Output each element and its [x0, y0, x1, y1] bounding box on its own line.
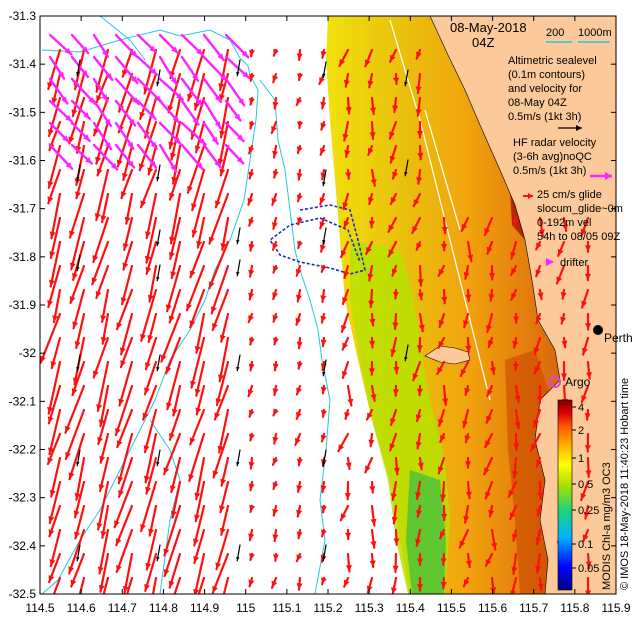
legend-hf-line-1: HF radar velocity [513, 137, 597, 149]
x-tick-label: 114.5 [25, 601, 54, 615]
y-tick-label: -31.9 [9, 298, 37, 312]
legend-alt-line-2: (0.1m contours) [508, 69, 585, 81]
legend-hf-line-3: 0.5m/s (1kt 3h) [513, 165, 586, 177]
legend-date: 08-May-2018 [450, 20, 527, 35]
x-tick-label: 114.7 [108, 601, 137, 615]
credit-line: © IMOS 18-May-2018 11:40:23 Hobart time [619, 378, 631, 590]
legend-drifter: drifter [560, 257, 588, 269]
x-tick-label: 115.7 [519, 601, 548, 615]
x-tick-label: 115 [236, 601, 255, 615]
legend-alt-line-5: 0.5m/s (1kt 3h) [508, 111, 581, 123]
colorbar-ramp [558, 400, 572, 590]
legend-glider-line-3: 0-192m vel [537, 217, 591, 229]
x-tick-label: 115.2 [313, 601, 342, 615]
hf-vector-head [219, 601, 225, 608]
x-tick-label: 115.9 [601, 601, 630, 615]
colorbar-tick-label: 1 [578, 453, 584, 465]
y-tick-label: -31.3 [9, 9, 37, 23]
colorbar-tick-label: 0.25 [578, 505, 599, 517]
legend-argo: Argo [565, 375, 591, 389]
legend-alt-line-1: Altimetric sealevel [508, 55, 597, 67]
legend-bathy-1000: 1000m [578, 27, 612, 39]
x-tick-label: 115.8 [560, 601, 589, 615]
y-tick-label: -32.3 [9, 491, 37, 505]
y-tick-label: -31.4 [9, 57, 37, 71]
hf-vector-head [96, 610, 102, 617]
y-tick-label: -32.5 [9, 587, 37, 601]
x-tick-label: 114.8 [149, 601, 178, 615]
x-tick-label: 115.6 [478, 601, 507, 615]
y-tick-label: -32.2 [9, 443, 37, 457]
x-tick-label: 115.3 [355, 601, 384, 615]
legend-bathy-200: 200 [546, 27, 564, 39]
y-tick-label: -31.8 [9, 250, 37, 264]
hf-vector-head [116, 622, 122, 629]
colorbar-tick-label: 0.1 [578, 539, 593, 551]
colorbar-title: MODIS Chl-a mg/m3 OC3 [601, 462, 613, 590]
legend-alt-line-3: and velocity for [508, 83, 582, 95]
legend-alt-line-4: 08-May 04Z [508, 97, 567, 109]
y-tick-label: -31.6 [9, 154, 37, 168]
y-tick-label: -32 [19, 346, 37, 360]
legend-glider-line-1: 25 cm/s glide [537, 189, 602, 201]
y-tick-label: -32.1 [9, 394, 37, 408]
colorbar-tick-label: 4 [578, 402, 584, 414]
x-tick-label: 115.1 [272, 601, 301, 615]
colorbar-tick-label: 2 [578, 425, 584, 437]
label-perth: Perth [604, 331, 633, 345]
y-tick-label: -32.4 [9, 539, 37, 553]
x-tick-label: 115.5 [437, 601, 466, 615]
perth-marker [593, 325, 603, 335]
x-tick-label: 115.4 [396, 601, 425, 615]
legend-glider-line-4: 54h to 08/05 09Z [537, 231, 620, 243]
legend-glider-line-2: slocum_glide~0m [537, 203, 623, 215]
legend-hf-line-2: (3-6h avg)noQC [513, 151, 592, 163]
legend-hour: 04Z [472, 35, 494, 50]
colorbar-tick-label: 0.5 [578, 479, 593, 491]
x-tick-label: 114.9 [190, 601, 219, 615]
y-tick-label: -31.7 [9, 202, 37, 216]
x-tick-label: 114.6 [67, 601, 96, 615]
y-tick-label: -31.5 [9, 105, 37, 119]
colorbar-tick-label: 0.05 [578, 563, 599, 575]
